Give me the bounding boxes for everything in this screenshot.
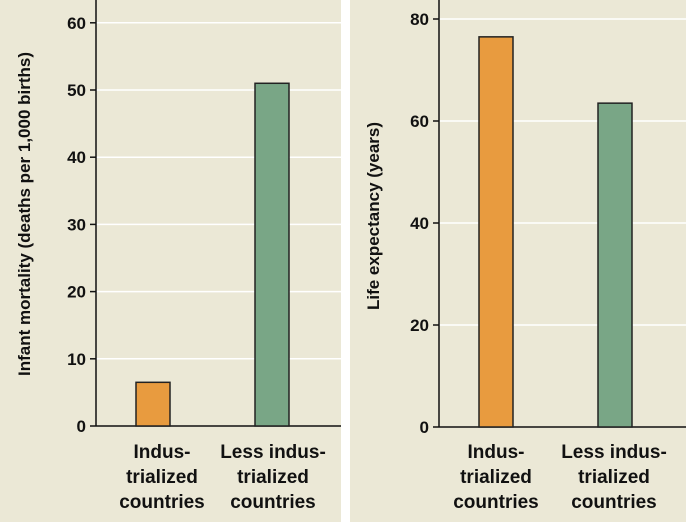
y-tick-label: 60: [67, 14, 86, 33]
category-label-line: trialized: [460, 467, 532, 488]
category-label-line: countries: [230, 492, 316, 513]
category-label-line: trialized: [126, 467, 198, 488]
y-tick-label: 40: [410, 214, 429, 233]
category-label-line: countries: [453, 492, 539, 513]
y-tick-label: 60: [410, 112, 429, 131]
category-label-line: Indus-: [134, 442, 191, 463]
y-tick-label: 40: [67, 148, 86, 167]
category-label-line: trialized: [578, 467, 650, 488]
y-tick-label: 0: [77, 417, 86, 436]
category-label-line: Less indus-: [561, 442, 667, 463]
category-label-line: Less indus-: [220, 442, 326, 463]
y-tick-label: 10: [67, 350, 86, 369]
category-label-less-industrialized: Less indus-trialized countries: [561, 442, 667, 513]
bar-industrialized: [478, 36, 514, 428]
category-label-less-industrialized: Less indus-trialized countries: [220, 442, 326, 513]
y-tick-label: 20: [410, 316, 429, 335]
y-axis-label: Infant mortality (deaths per 1,000 birth…: [15, 52, 34, 376]
category-label-line: countries: [119, 492, 205, 513]
bar-less-industrialized: [254, 82, 290, 427]
category-label-industrialized: Indus-trialized countries: [119, 442, 205, 513]
bar-less-industrialized: [597, 102, 633, 428]
category-label-industrialized: Indus-trialized countries: [453, 442, 539, 513]
y-tick-label: 0: [420, 418, 429, 437]
category-label-line: trialized: [237, 467, 309, 488]
category-label-line: countries: [571, 492, 657, 513]
y-tick-label: 50: [67, 81, 86, 100]
y-tick-label: 30: [67, 215, 86, 234]
category-label-line: Indus-: [468, 442, 525, 463]
y-tick-label: 20: [67, 283, 86, 302]
y-axis-label: Life expectancy (years): [364, 122, 383, 310]
bar-industrialized: [135, 381, 171, 427]
y-tick-label: 80: [410, 10, 429, 29]
